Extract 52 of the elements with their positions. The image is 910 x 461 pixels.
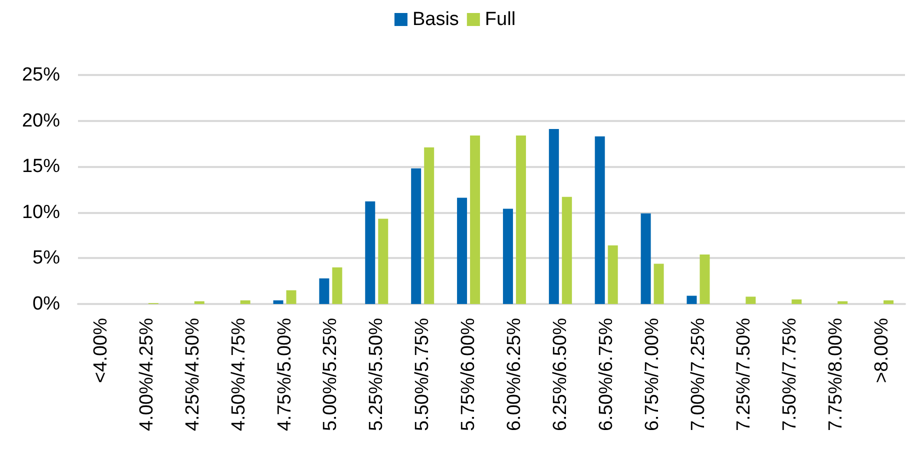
y-tick-label: 20% — [22, 110, 60, 132]
bar — [884, 300, 894, 304]
legend-label: Full — [484, 9, 516, 30]
bar — [838, 301, 848, 304]
x-tick-label: 6.50%/6.75% — [596, 318, 617, 432]
x-tick-label: 5.50%/5.75% — [412, 318, 434, 432]
bar — [332, 267, 342, 304]
bar — [457, 198, 468, 304]
x-tick-label: 7.00%/7.25% — [688, 318, 709, 432]
bar — [654, 264, 664, 304]
bar — [365, 201, 376, 304]
bar — [686, 296, 697, 304]
x-tick-label: >8.00% — [872, 318, 893, 383]
bar — [792, 299, 802, 304]
x-tick-label: 7.50%/7.75% — [780, 318, 801, 432]
x-tick-label: 6.25%/6.50% — [550, 318, 571, 432]
x-tick-label: 7.75%/8.00% — [826, 318, 847, 432]
x-tick-label: <4.00% — [90, 318, 112, 383]
legend-label: Basis — [412, 9, 459, 30]
bar — [470, 135, 480, 304]
bar — [746, 296, 756, 304]
x-tick-label: 4.50%/4.75% — [228, 318, 250, 432]
bar — [594, 136, 605, 304]
y-tick-label: 10% — [22, 202, 60, 223]
bar — [194, 301, 204, 304]
bar — [411, 168, 422, 304]
bar — [700, 254, 710, 304]
bar — [502, 208, 513, 304]
bar — [516, 135, 526, 304]
x-tick-label: 6.75%/7.00% — [642, 318, 663, 432]
y-tick-label: 25% — [22, 64, 60, 86]
x-tick-label: 4.00%/4.25% — [136, 318, 158, 432]
bar — [273, 300, 284, 304]
x-tick-label: 7.25%/7.50% — [734, 318, 755, 432]
bar — [548, 129, 559, 304]
bar — [378, 218, 388, 304]
x-tick-label: 4.75%/5.00% — [274, 318, 296, 432]
y-tick-label: 5% — [32, 248, 60, 269]
y-tick-label: 0% — [32, 294, 60, 314]
bar — [640, 213, 651, 304]
bar — [240, 300, 250, 304]
bar — [562, 196, 572, 304]
x-tick-label: 5.75%/6.00% — [458, 318, 480, 432]
x-tick-label: 6.00%/6.25% — [504, 318, 525, 432]
x-tick-label: 5.00%/5.25% — [320, 318, 342, 432]
bar — [286, 290, 296, 304]
bar — [608, 245, 618, 304]
x-tick-label: 4.25%/4.50% — [182, 318, 204, 432]
y-tick-label: 15% — [22, 156, 60, 178]
x-tick-label: 5.25%/5.50% — [366, 318, 388, 432]
bar — [319, 278, 330, 304]
bar — [424, 147, 434, 304]
